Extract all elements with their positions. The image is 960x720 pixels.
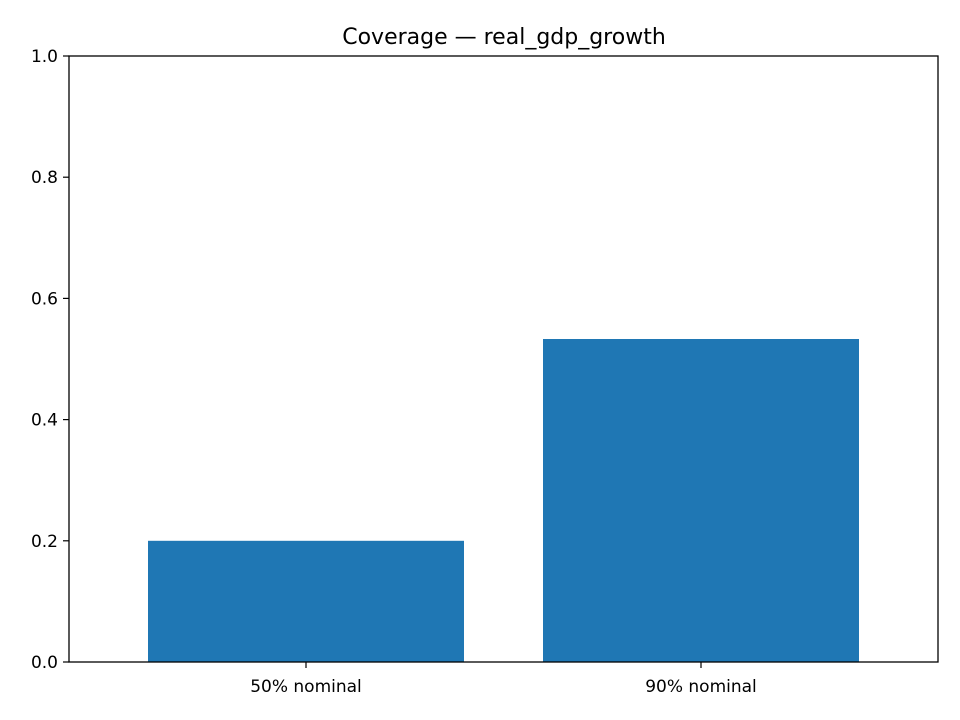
- y-tick-label: 0.2: [31, 532, 58, 552]
- y-axis: 0.0 0.2 0.4 0.6 0.8 1.0: [31, 47, 69, 673]
- bar: [148, 540, 464, 662]
- y-tick-label: 0.4: [31, 411, 58, 431]
- bars-group: [148, 339, 859, 662]
- x-axis: 50% nominal 90% nominal: [250, 662, 757, 697]
- y-tick-label: 0.6: [31, 289, 58, 309]
- y-tick-label: 0.0: [31, 653, 58, 673]
- y-tick-label: 1.0: [31, 47, 58, 67]
- plot-frame: [68, 55, 939, 663]
- x-tick-label: 90% nominal: [645, 677, 757, 697]
- chart-title: Coverage — real_gdp_growth: [342, 25, 666, 50]
- y-tick-label: 0.8: [31, 168, 58, 188]
- x-tick-label: 50% nominal: [250, 677, 362, 697]
- bar: [543, 339, 859, 662]
